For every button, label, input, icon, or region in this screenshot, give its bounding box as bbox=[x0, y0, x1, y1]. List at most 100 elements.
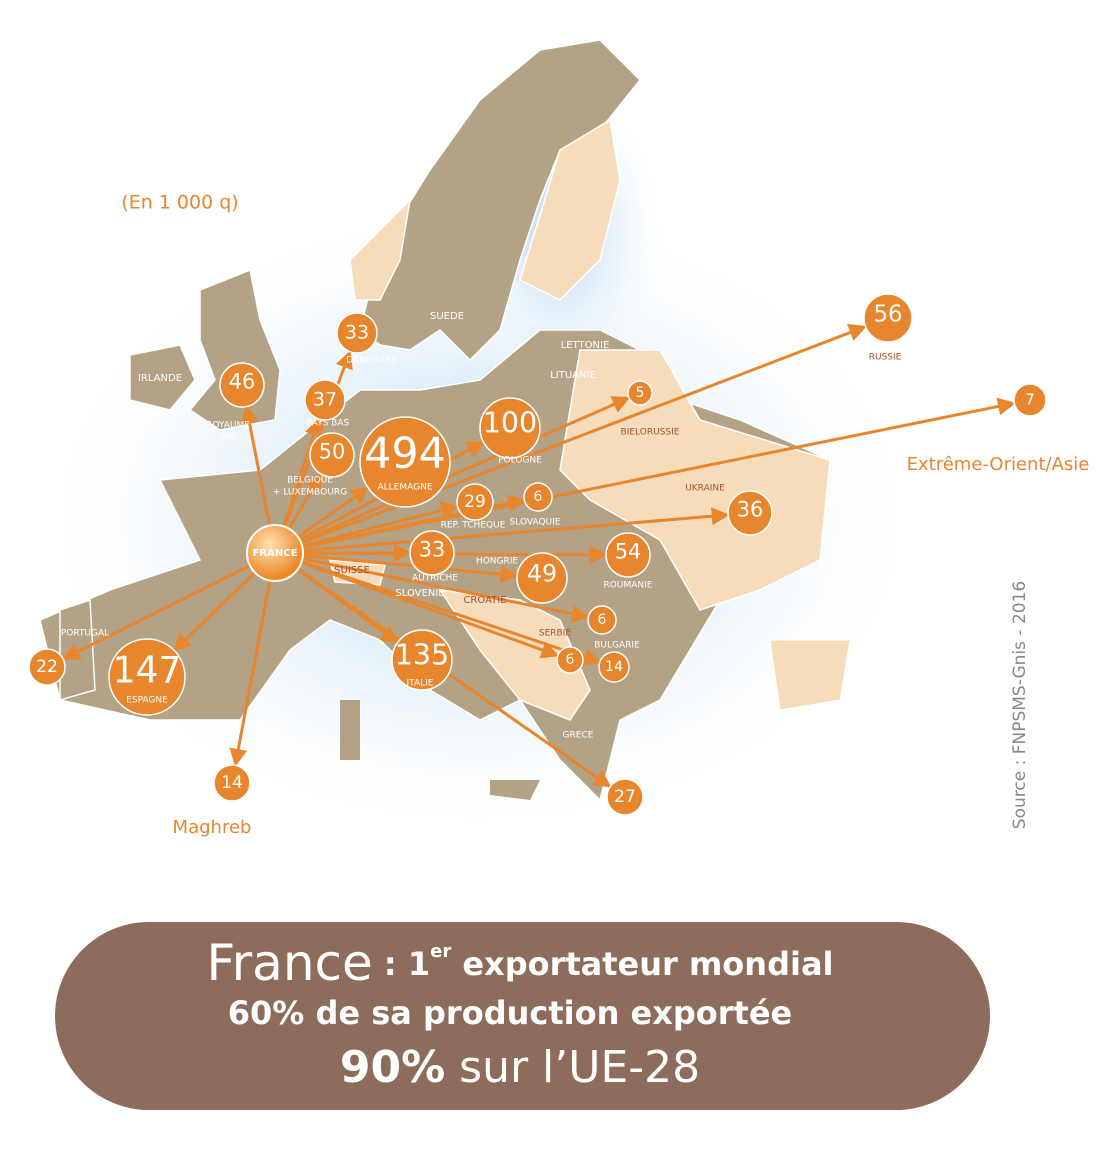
flow-bubble bbox=[523, 482, 553, 512]
flow-bubble bbox=[28, 648, 66, 686]
banner-line3: 90% sur l’UE-28 bbox=[340, 1042, 700, 1093]
country-label: CROATIE bbox=[463, 595, 506, 606]
banner-text: exportateur mondial bbox=[451, 945, 833, 983]
flow-bubble bbox=[1013, 383, 1047, 417]
flow-bubble bbox=[863, 293, 913, 343]
flow-value: 6 bbox=[598, 612, 607, 628]
flow-value: 56 bbox=[873, 302, 902, 328]
source: Source : FNPSMS-Gnis - 2016 bbox=[1010, 581, 1030, 829]
country-label: SUEDE bbox=[430, 311, 464, 322]
unit-label: (En 1 000 q) bbox=[121, 192, 238, 214]
flow-label: ROUMANIE bbox=[604, 581, 653, 591]
flow-bubble bbox=[456, 483, 494, 521]
flow-value: 5 bbox=[636, 385, 645, 401]
origin-label: FRANCE bbox=[253, 548, 298, 559]
country-label: LETTONIE bbox=[561, 340, 610, 351]
flow-bubble bbox=[516, 552, 568, 604]
flow-value: 22 bbox=[36, 657, 58, 677]
flow-label: DANEMARK bbox=[346, 356, 399, 366]
flow-value: 6 bbox=[566, 652, 575, 668]
origin-bubble bbox=[246, 524, 304, 582]
flow-value: 33 bbox=[345, 322, 369, 344]
flow-bubble bbox=[213, 764, 251, 802]
country-label: IRLANDE bbox=[138, 373, 182, 384]
country-label: SLOVENIE bbox=[395, 588, 444, 599]
flow-arrow bbox=[229, 552, 277, 767]
flow-value: 494 bbox=[364, 429, 446, 479]
flow-label: GRECE bbox=[563, 731, 594, 741]
flow-bubble bbox=[309, 432, 355, 478]
banner-text: sur l’UE-28 bbox=[445, 1042, 700, 1093]
flow-bubble bbox=[409, 530, 455, 576]
flow-arrow bbox=[274, 324, 868, 555]
flow-value: 37 bbox=[313, 389, 337, 411]
flow-label: ITALIE bbox=[407, 679, 434, 689]
flow-label: PORTUGAL bbox=[61, 629, 109, 639]
flow-bubble bbox=[219, 362, 265, 408]
flow-label: Maghreb bbox=[173, 817, 252, 838]
flow-arrow bbox=[274, 396, 631, 555]
flow-value: 147 bbox=[113, 649, 182, 691]
flow-label: Extrême-Orient/Asie bbox=[907, 454, 1090, 475]
labels: IRLANDE SUEDE LETTONIE LITUANIE SLOVENIE CROA… bbox=[28, 293, 1090, 838]
flow-label: + LUXEMBOURG bbox=[273, 488, 347, 498]
flow-arrow bbox=[274, 507, 730, 555]
flow-value: 14 bbox=[605, 659, 623, 675]
flow-bubble bbox=[587, 605, 617, 635]
flow-label: UKRAINE bbox=[685, 484, 725, 494]
flow-label: REP. TCHEQUE bbox=[441, 521, 506, 531]
flow-arrow bbox=[274, 551, 602, 666]
banner-bg bbox=[55, 922, 990, 1110]
banner-text: : 1 bbox=[373, 945, 430, 983]
flow-label: BULGARIE bbox=[594, 641, 640, 651]
flow-arrow bbox=[274, 551, 519, 584]
flow-arrow bbox=[274, 551, 590, 623]
flow-value: 135 bbox=[395, 638, 449, 671]
banner-text: 90% bbox=[340, 1042, 445, 1093]
banner-line1: France : 1er exportateur mondial bbox=[207, 934, 834, 992]
flow-bubble bbox=[336, 312, 378, 354]
banner-text: er bbox=[430, 941, 451, 962]
flow-bubble bbox=[727, 490, 773, 536]
flow-value: 100 bbox=[483, 406, 537, 439]
banner: France : 1er exportateur mondial 60% de … bbox=[55, 922, 990, 1110]
flow-label: ROYAUME bbox=[206, 421, 250, 431]
flow-value: 27 bbox=[614, 787, 636, 807]
flow-label: BIELORUSSIE bbox=[621, 428, 680, 438]
flow-bubble bbox=[598, 651, 630, 683]
flow-bubble bbox=[606, 778, 644, 816]
flow-value: 46 bbox=[229, 369, 256, 393]
country-label: LITUANIE bbox=[550, 370, 596, 381]
flow-label: ESPAGNE bbox=[126, 696, 168, 706]
flow-bubble bbox=[627, 380, 653, 406]
flow-label: PAYS BAS bbox=[307, 419, 350, 429]
flow-value: 6 bbox=[534, 489, 543, 505]
flow-label: SLOVAQUIE bbox=[510, 518, 561, 528]
flow-label: BELGIQUE bbox=[287, 476, 333, 486]
flow-bubble bbox=[605, 532, 651, 578]
flow-value: 33 bbox=[419, 537, 446, 561]
flow-value: 14 bbox=[221, 773, 243, 793]
flow-label: RUSSIE bbox=[869, 353, 902, 363]
country-label: SUISSE bbox=[334, 565, 370, 576]
banner-line2: 60% de sa production exportée bbox=[228, 994, 792, 1032]
flow-bubble bbox=[391, 629, 453, 691]
flow-value: 36 bbox=[737, 497, 764, 521]
flow-label: SERBIE bbox=[539, 629, 571, 639]
flow-bubble bbox=[359, 416, 451, 508]
flow-value: 50 bbox=[319, 439, 346, 463]
flow-label: POLOGNE bbox=[498, 456, 542, 466]
flow-bubble bbox=[108, 638, 186, 716]
flow-label: ALLEMAGNE bbox=[377, 483, 432, 493]
flow-label: HONGRIE bbox=[476, 557, 518, 567]
banner-text: France bbox=[207, 934, 373, 992]
flow-value: 49 bbox=[527, 560, 557, 588]
flow-label: AUTRICHE bbox=[412, 574, 458, 584]
flow-arrow bbox=[61, 551, 276, 660]
flow-value: 7 bbox=[1025, 391, 1035, 409]
flow-value: 54 bbox=[615, 539, 642, 563]
flow-value: 29 bbox=[464, 492, 486, 512]
flow-bubble bbox=[479, 397, 541, 459]
flow-bubble bbox=[556, 646, 584, 674]
